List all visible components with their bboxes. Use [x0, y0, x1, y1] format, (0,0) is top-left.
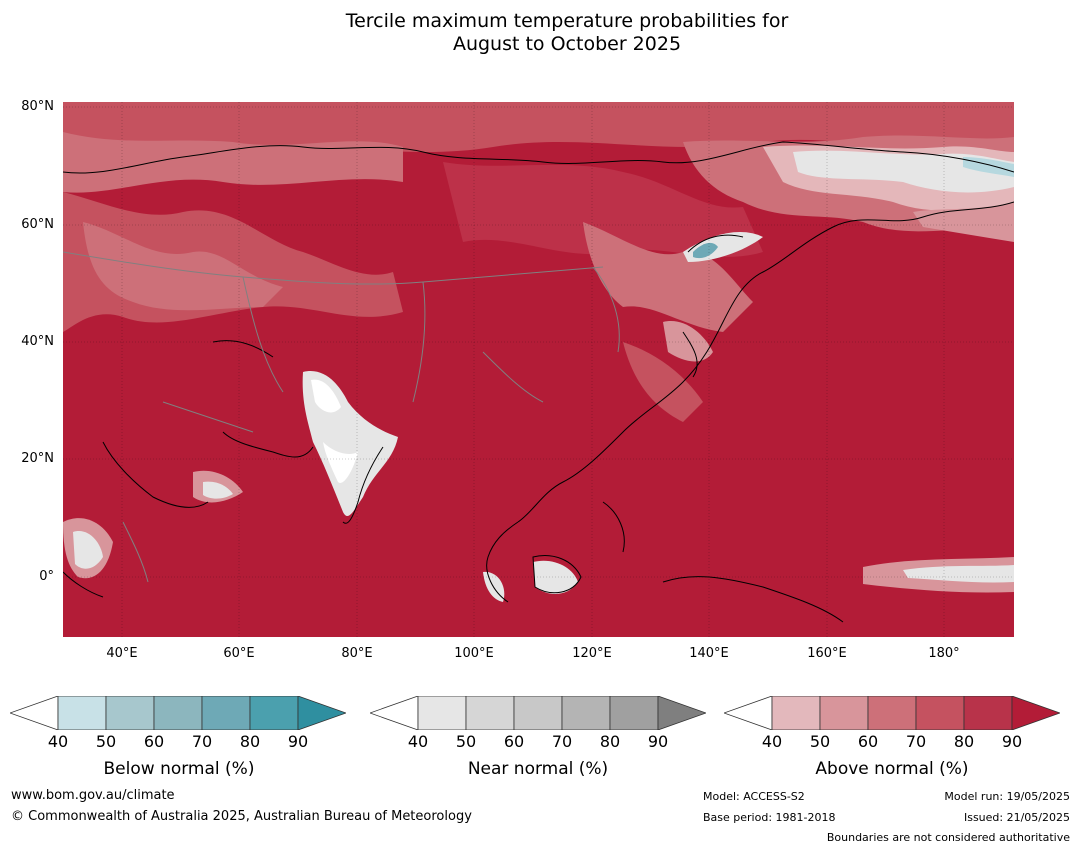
copyright-text: © Commonwealth of Australia 2025, Austra… — [11, 809, 472, 824]
above-tick-50: 50 — [809, 732, 831, 751]
above-normal-colorbar — [722, 695, 1062, 731]
base-period-text: Base period: 1981-2018 — [703, 811, 836, 824]
lat-label-20n: 20°N — [21, 451, 54, 466]
near-swatch-6 — [657, 695, 708, 731]
near-swatch-3 — [513, 695, 563, 731]
above-normal-ticks: 40 50 60 70 80 90 — [724, 732, 1060, 752]
below-tick-40: 40 — [47, 732, 69, 751]
above-tick-60: 60 — [857, 732, 879, 751]
near-swatch-0 — [368, 695, 419, 731]
near-normal-ticks: 40 50 60 70 80 90 — [370, 732, 706, 752]
near-swatch-1 — [417, 695, 467, 731]
below-normal-ticks: 40 50 60 70 80 90 — [10, 732, 346, 752]
above-tick-90: 90 — [1001, 732, 1023, 751]
model-run-text: Model run: 19/05/2025 — [944, 790, 1070, 803]
below-swatch-4 — [201, 695, 251, 731]
lat-label-80n: 80°N — [21, 99, 54, 114]
above-swatch-0 — [722, 695, 773, 731]
near-tick-80: 80 — [599, 732, 621, 751]
lon-label-60e: 60°E — [223, 646, 255, 661]
near-normal-label: Near normal (%) — [467, 759, 609, 779]
near-tick-60: 60 — [503, 732, 525, 751]
below-normal-label: Below normal (%) — [103, 759, 255, 779]
above-swatch-5 — [963, 695, 1013, 731]
below-tick-90: 90 — [287, 732, 309, 751]
above-tick-80: 80 — [953, 732, 975, 751]
below-swatch-0 — [8, 695, 59, 731]
below-tick-70: 70 — [191, 732, 213, 751]
below-swatch-3 — [153, 695, 203, 731]
below-normal-colorbar-svg — [8, 695, 348, 731]
model-text: Model: ACCESS-S2 — [703, 790, 805, 803]
issued-text: Issued: 21/05/2025 — [963, 811, 1070, 824]
lat-label-40n: 40°N — [21, 334, 54, 349]
near-swatch-4 — [561, 695, 611, 731]
above-swatch-2 — [819, 695, 869, 731]
below-swatch-5 — [249, 695, 299, 731]
lon-label-160e: 160°E — [807, 646, 847, 661]
map-title-line1: Tercile maximum temperature probabilitie… — [345, 10, 789, 32]
near-tick-90: 90 — [647, 732, 669, 751]
lon-label-140e: 140°E — [689, 646, 729, 661]
above-tick-70: 70 — [905, 732, 927, 751]
near-tick-70: 70 — [551, 732, 573, 751]
lon-label-120e: 120°E — [572, 646, 612, 661]
below-swatch-6 — [297, 695, 348, 731]
below-normal-colorbar — [8, 695, 348, 731]
below-tick-50: 50 — [95, 732, 117, 751]
near-normal-colorbar — [368, 695, 708, 731]
disclaimer-text: Boundaries are not considered authoritat… — [826, 831, 1070, 844]
near-normal-colorbar-svg — [368, 695, 708, 731]
below-tick-60: 60 — [143, 732, 165, 751]
above-swatch-6 — [1011, 695, 1062, 731]
above-normal-label: Above normal (%) — [815, 759, 969, 779]
lon-label-40e: 40°E — [106, 646, 138, 661]
lon-label-180: 180° — [928, 646, 960, 661]
website-link[interactable]: www.bom.gov.au/climate — [11, 788, 175, 803]
probability-map — [63, 102, 1014, 637]
above-swatch-1 — [771, 695, 821, 731]
above-tick-40: 40 — [761, 732, 783, 751]
map-canvas — [63, 102, 1014, 637]
lon-label-100e: 100°E — [454, 646, 494, 661]
map-title: Tercile maximum temperature probabilitie… — [0, 10, 1081, 56]
lon-label-80e: 80°E — [341, 646, 373, 661]
below-swatch-2 — [105, 695, 155, 731]
lat-label-0: 0° — [39, 569, 54, 584]
near-tick-40: 40 — [407, 732, 429, 751]
near-swatch-5 — [609, 695, 659, 731]
below-tick-80: 80 — [239, 732, 261, 751]
above-normal-colorbar-svg — [722, 695, 1062, 731]
above-swatch-3 — [867, 695, 917, 731]
above-swatch-4 — [915, 695, 965, 731]
lat-label-60n: 60°N — [21, 217, 54, 232]
near-swatch-2 — [465, 695, 515, 731]
map-title-line2: August to October 2025 — [452, 33, 682, 55]
below-swatch-1 — [57, 695, 107, 731]
near-tick-50: 50 — [455, 732, 477, 751]
